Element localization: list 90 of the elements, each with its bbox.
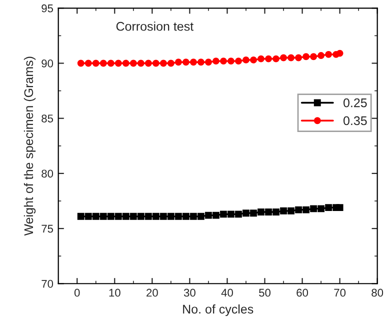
- point: [288, 207, 294, 214]
- y-tick-label: 75: [42, 224, 54, 233]
- point: [336, 204, 344, 212]
- point: [265, 208, 272, 216]
- point: [114, 212, 122, 220]
- point: [197, 58, 204, 66]
- point: [318, 52, 325, 60]
- point: [302, 53, 310, 60]
- point: [295, 54, 302, 62]
- x-tick-label: 20: [146, 288, 158, 297]
- annotation: Corrosion test: [116, 22, 194, 31]
- point: [250, 56, 257, 64]
- point: [212, 58, 220, 65]
- point: [92, 212, 100, 220]
- point: [235, 58, 242, 65]
- point: [272, 208, 280, 216]
- point: [204, 58, 212, 66]
- x-tick-label: 80: [372, 288, 384, 297]
- x-tick-label: 50: [259, 288, 270, 297]
- x-tick-label: 70: [334, 288, 346, 297]
- point: [280, 54, 287, 62]
- legend-label: 0.25: [343, 98, 367, 108]
- point: [84, 60, 92, 67]
- point: [310, 205, 318, 212]
- x-tick-label: 60: [296, 288, 308, 297]
- y-tick-label: 85: [42, 114, 54, 122]
- point: [100, 60, 107, 67]
- point: [228, 58, 234, 65]
- point: [107, 60, 114, 67]
- point: [325, 204, 332, 212]
- legend-label: 0.35: [343, 116, 367, 126]
- point: [288, 54, 294, 62]
- point: [295, 206, 302, 214]
- point: [122, 60, 130, 67]
- point: [107, 212, 114, 220]
- point: [122, 212, 130, 220]
- point: [220, 58, 227, 65]
- point: [242, 210, 250, 217]
- point: [167, 60, 174, 67]
- point: [280, 207, 287, 214]
- point: [114, 60, 122, 67]
- y-tick-label: 70: [42, 280, 54, 288]
- point: [174, 58, 182, 66]
- y-tick-label: 80: [42, 170, 54, 178]
- point: [167, 212, 174, 220]
- point: [182, 58, 190, 66]
- point: [77, 60, 84, 67]
- point: [258, 208, 264, 216]
- point: [137, 212, 144, 220]
- y-tick-label: 95: [42, 4, 54, 12]
- point: [204, 212, 212, 219]
- point: [250, 210, 257, 217]
- point: [152, 60, 160, 67]
- point: [152, 212, 160, 220]
- point: [137, 60, 144, 67]
- point: [160, 212, 167, 220]
- point: [84, 212, 92, 220]
- point: [160, 60, 167, 67]
- point: [212, 212, 220, 219]
- point: [182, 212, 190, 220]
- point: [174, 212, 182, 220]
- x-tick-label: 0: [74, 288, 80, 297]
- y-axis-title: Weight of the specimen (Grams): [24, 56, 36, 236]
- point: [144, 212, 152, 220]
- point: [242, 56, 250, 64]
- point: [77, 212, 84, 220]
- y-tick-label: 90: [42, 60, 54, 68]
- point: [130, 60, 137, 67]
- point: [144, 60, 152, 67]
- point: [318, 205, 325, 212]
- point: [197, 212, 204, 220]
- point: [258, 55, 264, 62]
- point: [92, 60, 100, 67]
- x-tick-label: 10: [109, 288, 120, 297]
- point: [190, 212, 197, 220]
- point: [272, 55, 280, 62]
- point: [336, 50, 344, 57]
- point: [220, 210, 227, 218]
- point: [100, 212, 107, 220]
- point: [325, 50, 332, 58]
- point: [190, 58, 197, 66]
- point: [235, 210, 242, 218]
- point: [302, 206, 310, 214]
- x-tick-label: 30: [184, 288, 196, 297]
- x-tick-label: 40: [221, 288, 233, 297]
- x-axis-title: No. of cycles: [183, 304, 254, 316]
- point: [130, 212, 137, 220]
- point: [265, 55, 272, 62]
- point: [228, 210, 234, 218]
- point: [310, 53, 318, 60]
